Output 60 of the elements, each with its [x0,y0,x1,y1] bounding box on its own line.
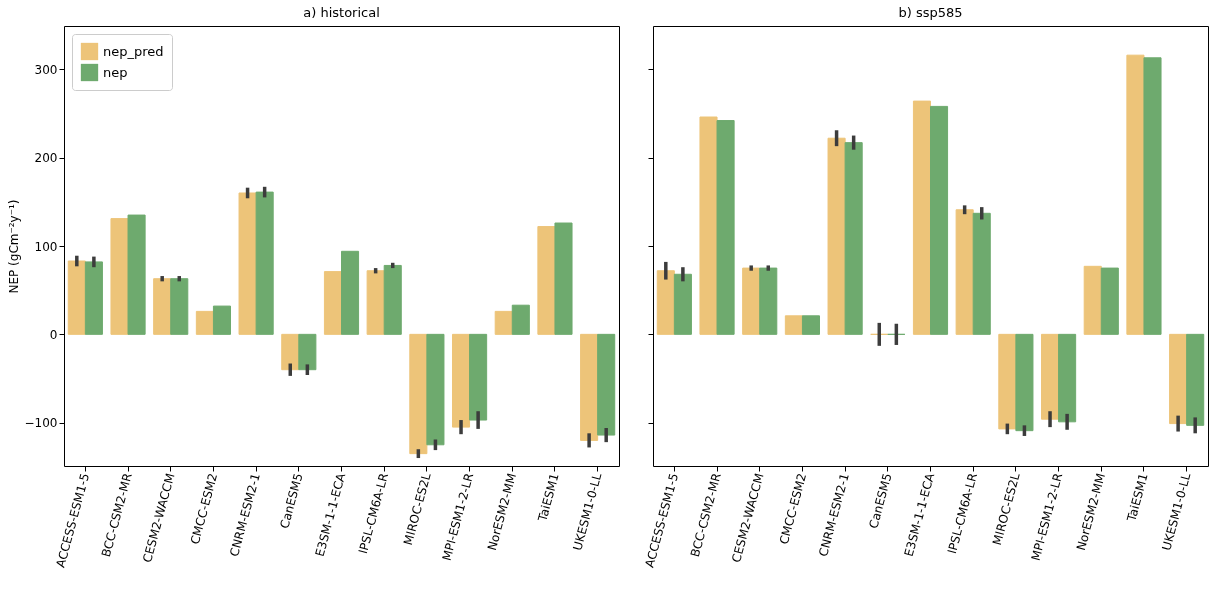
bar [452,333,471,428]
bar [759,267,778,335]
bar [153,278,172,335]
bar [511,304,530,335]
y-tick-label: 300 [34,62,58,77]
bar [127,214,146,335]
bar [1126,54,1145,335]
bar [742,267,761,335]
y-tick-label: 100 [34,239,58,254]
bar [238,192,257,335]
bar [1186,333,1205,426]
chart-title: a) historical [303,5,380,20]
legend-label: nep [103,64,128,80]
bar [1015,333,1034,432]
bar [912,100,931,335]
bar [170,278,189,335]
bar [1100,267,1119,335]
bar [366,270,385,335]
bar [110,218,129,335]
bar [426,333,445,446]
bar [298,333,317,371]
bar [469,333,488,421]
bar [1169,333,1188,425]
bar [972,212,991,335]
bar [383,264,402,335]
bar [1083,265,1102,335]
bar [409,333,428,455]
legend-label: nep_pred [103,43,164,59]
bar [801,315,820,335]
bar [494,310,513,335]
bar [341,250,360,335]
y-tick-label: 0 [49,327,58,342]
bar [255,191,274,335]
y-tick-label: 200 [34,151,58,166]
bar [212,305,231,335]
bar [955,209,974,335]
y-axis-title: NEP (gCm⁻²y⁻¹) [6,199,21,294]
bar [67,260,86,335]
bar [281,333,300,371]
bar [537,226,556,335]
bar [827,137,846,335]
bar [1041,333,1060,420]
bar [656,270,675,335]
bar [323,271,342,335]
bar [673,273,692,335]
bar [84,261,103,335]
bar [844,142,863,335]
bar [1058,333,1077,423]
bar [998,333,1017,430]
chart-title: b) ssp585 [898,5,963,20]
bar [580,333,599,441]
bar [554,222,573,335]
bar [930,105,949,335]
bar [1143,57,1162,335]
bar [699,116,718,335]
bar [195,310,214,335]
bar [716,120,735,335]
bar [597,333,616,436]
y-tick-label: −100 [24,416,58,431]
bar [784,315,803,335]
